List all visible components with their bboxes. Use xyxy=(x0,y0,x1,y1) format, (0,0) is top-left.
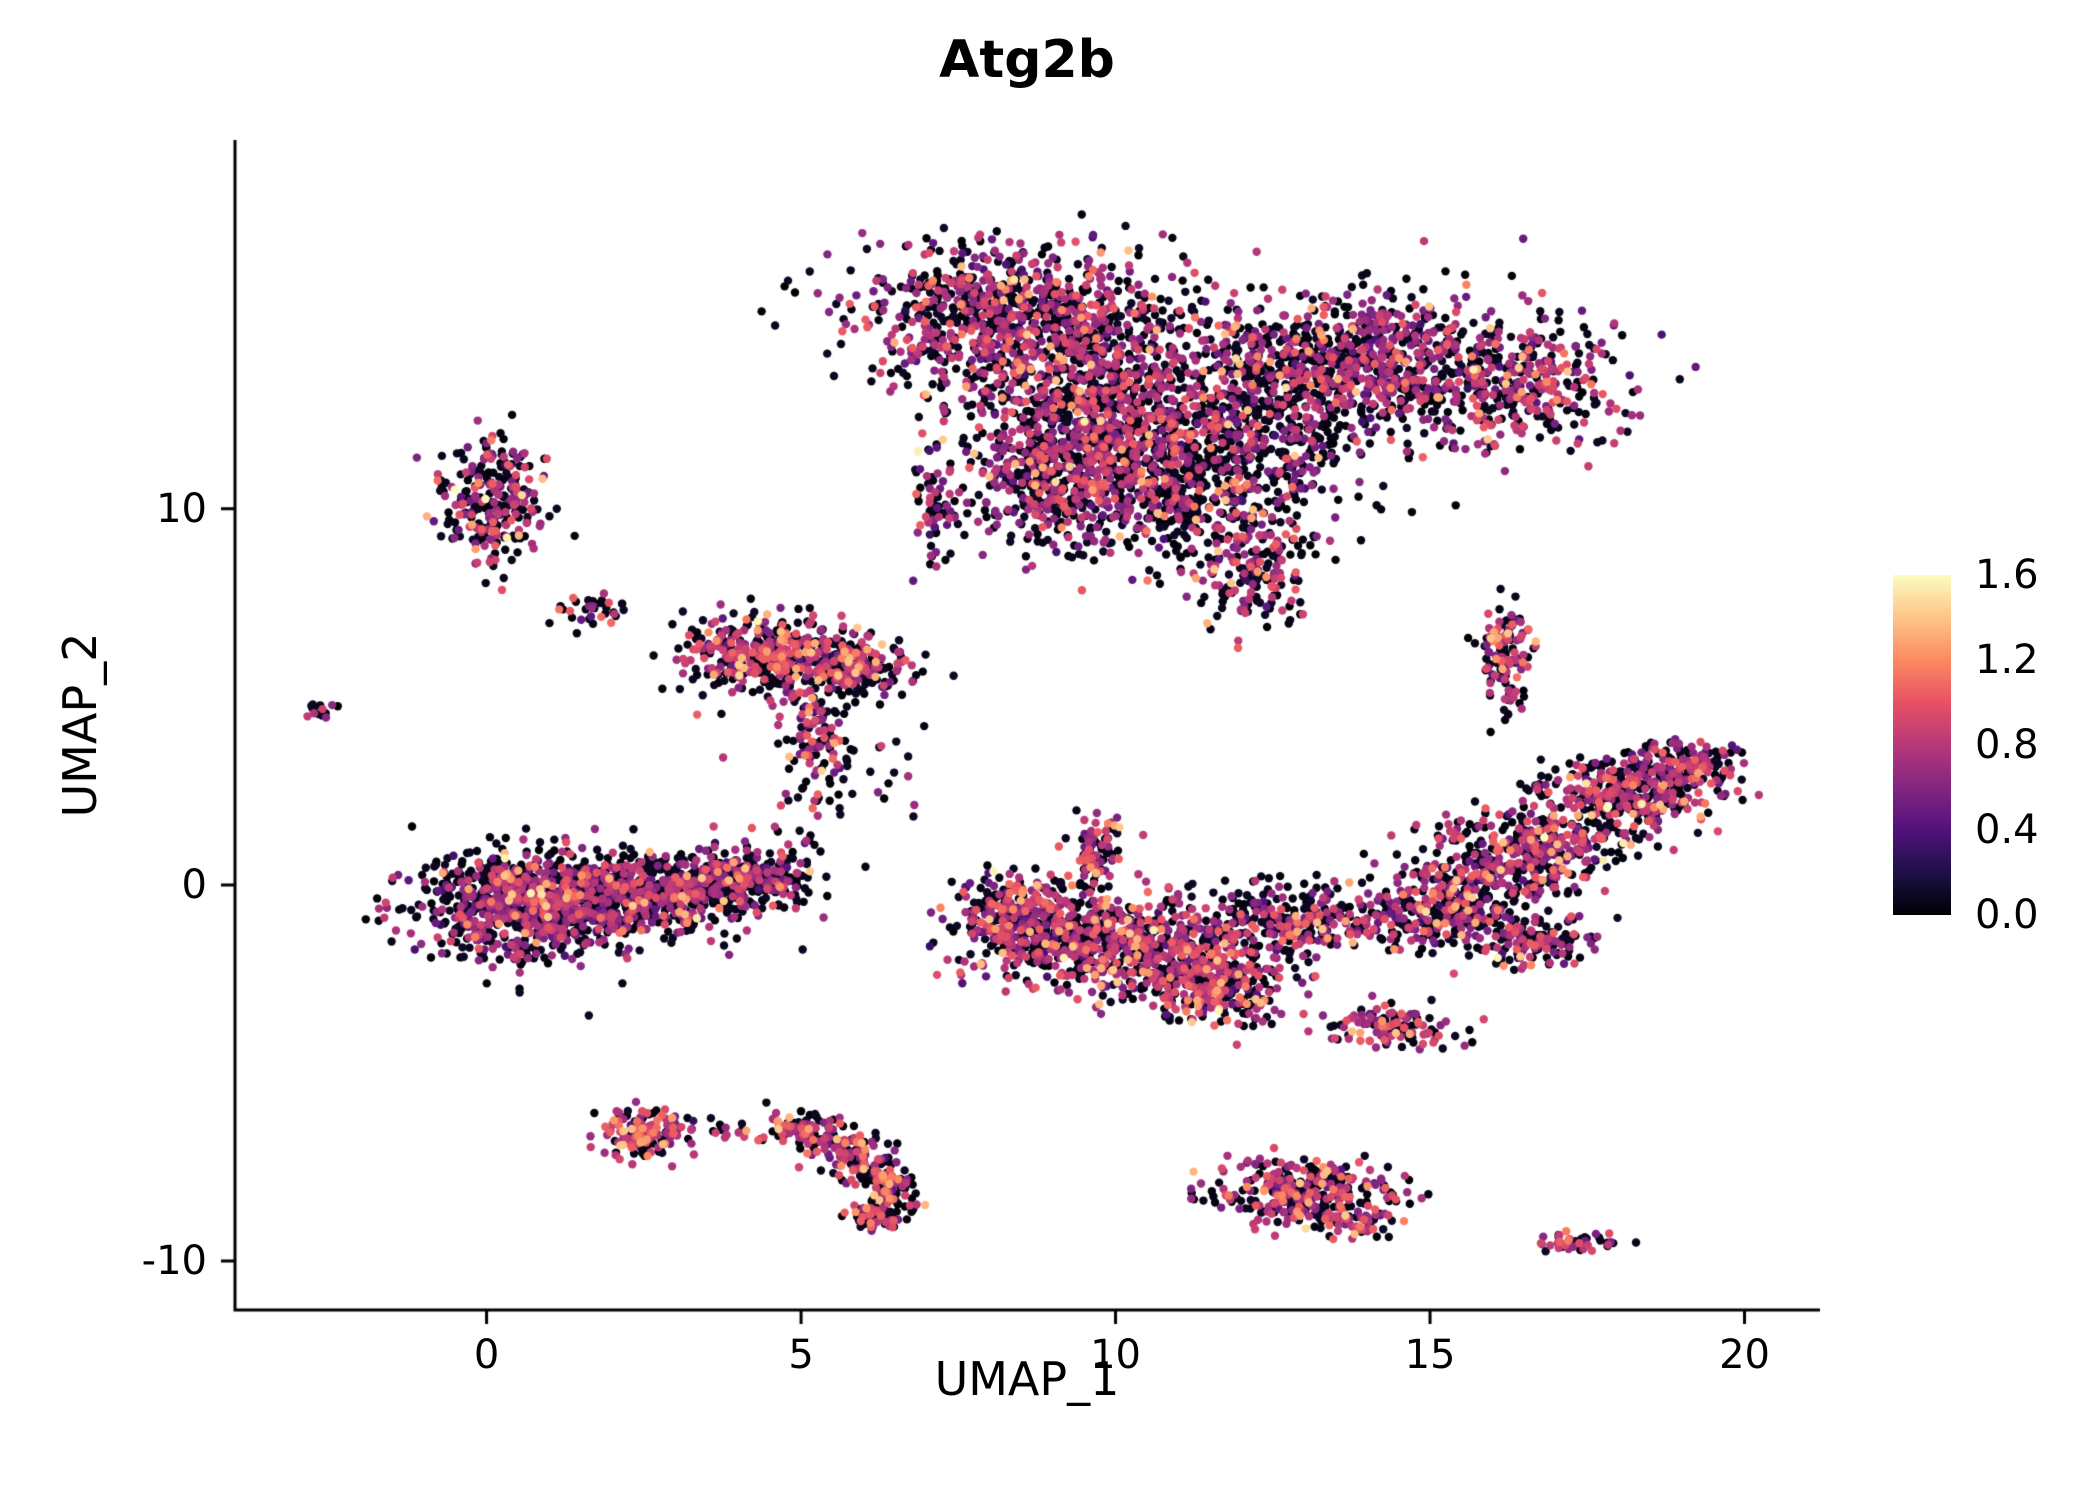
x-tick-label: 5 xyxy=(788,1332,814,1378)
y-tick-label: 0 xyxy=(181,861,207,908)
colorbar-tick-label: 0.0 xyxy=(1975,892,2039,938)
y-tick-label: 10 xyxy=(156,485,207,532)
colorbar-gradient xyxy=(1893,575,1951,915)
colorbar-tick-label: 1.6 xyxy=(1975,552,2039,598)
x-tick-label: 10 xyxy=(1090,1332,1141,1378)
y-tick-label: -10 xyxy=(141,1238,207,1285)
plot-title: Atg2b xyxy=(939,30,1115,90)
y-axis-label: UMAP_2 xyxy=(53,632,107,818)
x-axis-label: UMAP_1 xyxy=(934,1352,1120,1406)
x-tick-label: 15 xyxy=(1404,1332,1456,1378)
colorbar-tick-label: 0.4 xyxy=(1975,807,2039,853)
colorbar-tick-label: 0.8 xyxy=(1975,722,2039,768)
colorbar-tick-label: 1.2 xyxy=(1975,637,2039,683)
x-tick-label: 20 xyxy=(1719,1332,1770,1378)
x-tick-label: 0 xyxy=(473,1332,500,1378)
